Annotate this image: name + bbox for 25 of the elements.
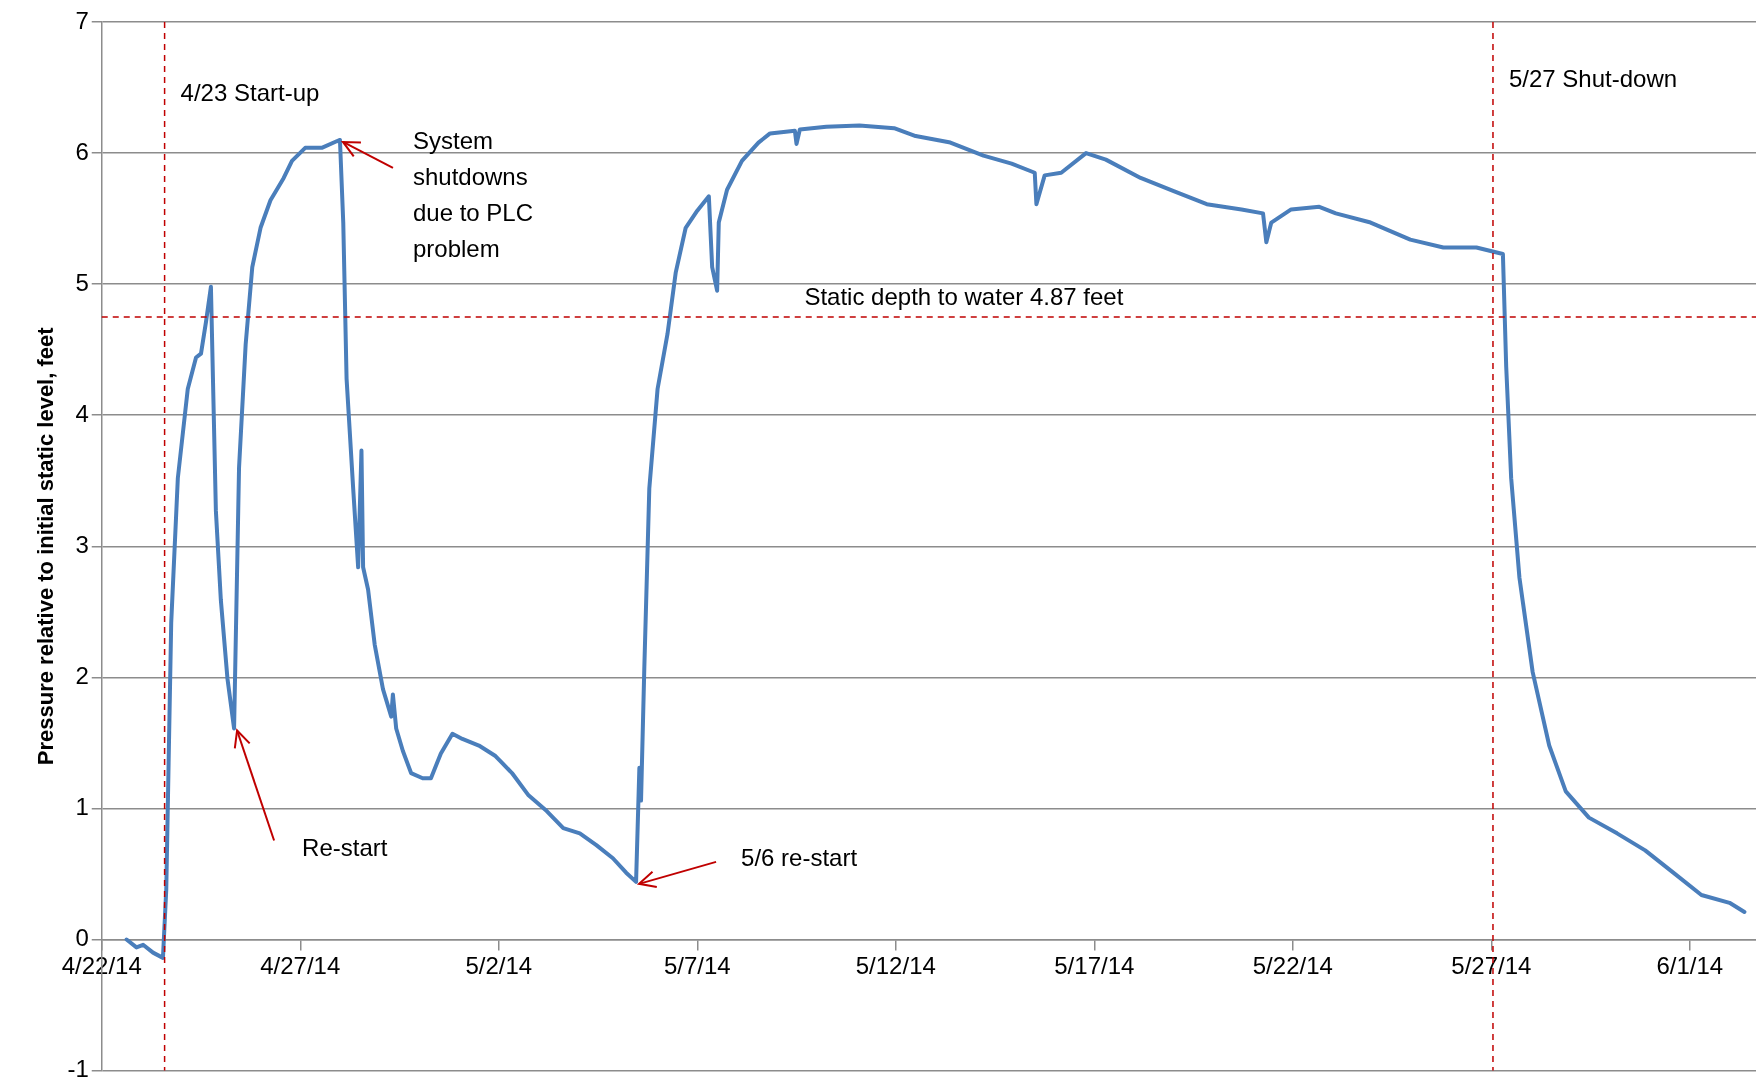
annotation: System shutdowns due to PLC problem [412, 126, 534, 262]
x-tick-label: 5/17/14 [1054, 951, 1135, 979]
x-tick-label: 5/22/14 [1252, 951, 1333, 979]
ref-line-label: 4/23 Start-up [180, 78, 320, 106]
x-tick-label: 5/12/14 [855, 951, 936, 979]
annotation: Re-start [302, 834, 388, 862]
y-tick-label: 0 [75, 924, 89, 952]
y-tick-label: 1 [75, 793, 89, 821]
x-tick-label: 5/7/14 [663, 951, 731, 979]
y-tick-label: 6 [75, 137, 89, 165]
y-tick-label: 3 [75, 530, 89, 558]
x-tick-label: 5/27/14 [1451, 951, 1532, 979]
y-axis-title: Pressure relative to initial static level, feet [33, 326, 59, 766]
y-tick-label: -1 [67, 1055, 89, 1083]
x-tick-label: 4/22/14 [61, 951, 142, 979]
ref-line-label: 5/27 Shut-down [1508, 64, 1678, 92]
x-tick-label: 6/1/14 [1656, 951, 1724, 979]
y-tick-label: 4 [75, 399, 89, 427]
y-tick-label: 7 [75, 6, 89, 34]
annotation: 5/6 re-start [741, 844, 858, 872]
x-tick-label: 5/2/14 [465, 951, 533, 979]
ref-line-label: Static depth to water 4.87 feet [804, 282, 1124, 310]
x-tick-label: 4/27/14 [260, 951, 341, 979]
y-tick-label: 2 [75, 662, 89, 689]
y-tick-label: 5 [75, 268, 89, 296]
